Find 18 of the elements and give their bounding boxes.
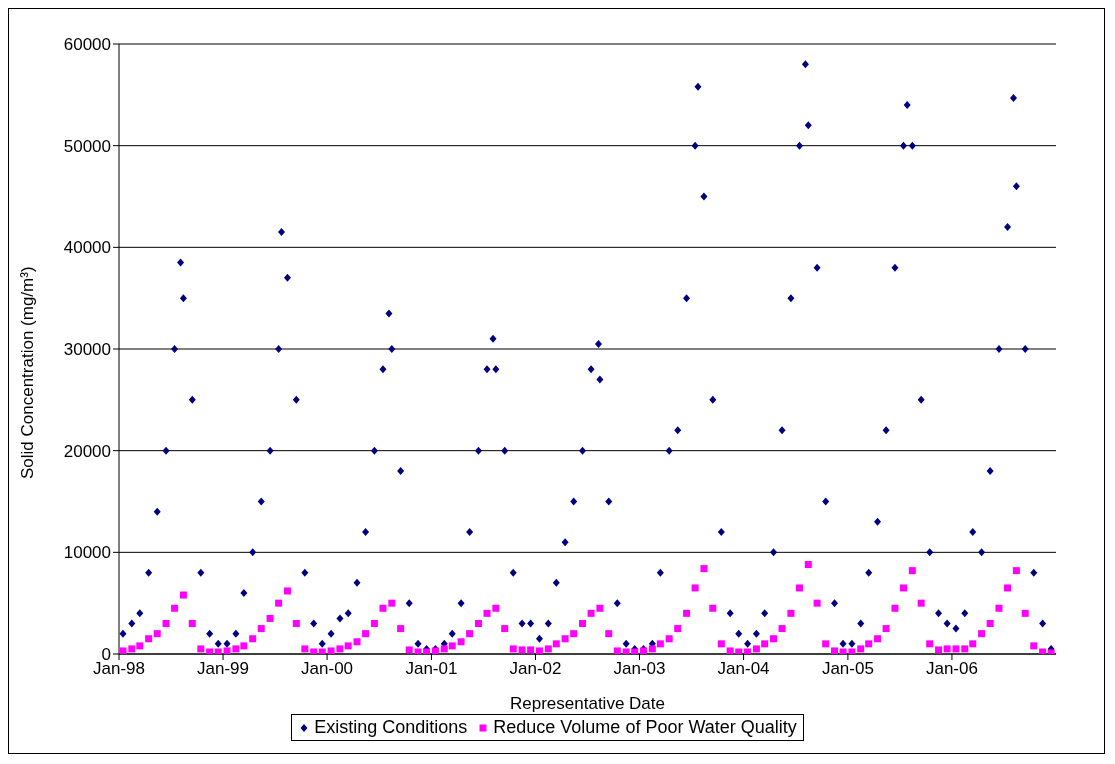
- y-tick-label: 20000: [63, 441, 111, 461]
- x-tick-label: Jan-02: [509, 659, 562, 679]
- x-axis-title: Representative Date: [510, 694, 665, 713]
- x-tick-label: Jan-04: [717, 659, 770, 679]
- x-tick-label: Jan-06: [925, 659, 978, 679]
- y-tick-label: 40000: [63, 238, 111, 258]
- x-tick-label: Jan-00: [301, 659, 354, 679]
- y-tick-label: 10000: [63, 543, 111, 563]
- x-tick-label: Jan-01: [405, 659, 458, 679]
- y-axis-title: Solid Concentration (mg/m³): [18, 266, 38, 479]
- legend-label: Reduce Volume of Poor Water Quality: [493, 717, 797, 738]
- x-tick-label: Jan-05: [821, 659, 874, 679]
- x-tick-label: Jan-03: [613, 659, 666, 679]
- y-tick-label: 60000: [63, 35, 111, 55]
- legend-label: Existing Conditions: [314, 717, 468, 738]
- y-tick-label: 50000: [63, 136, 111, 156]
- y-tick-label: 30000: [63, 340, 111, 360]
- x-tick-label: Jan-99: [197, 659, 250, 679]
